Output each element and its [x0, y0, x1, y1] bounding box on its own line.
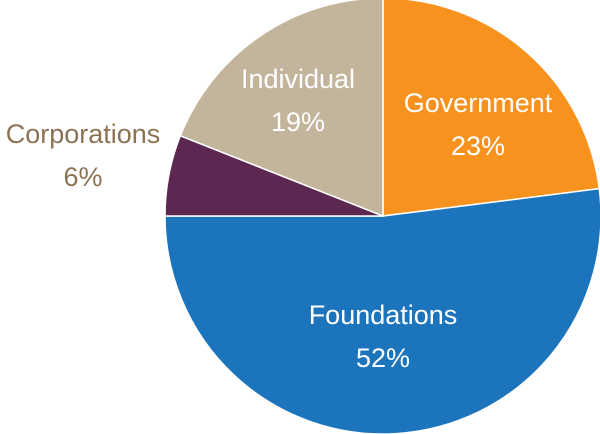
slice-individual	[179, 0, 384, 218]
slice-government	[382, 0, 600, 217]
slice-value-individual: 19%	[271, 107, 325, 137]
slice-label-government: Government	[404, 88, 553, 118]
pie-labels: Government 23% Foundations 52% Corporations 6…	[6, 64, 553, 373]
slice-label-foundations: Foundations	[309, 300, 458, 330]
slice-value-foundations: 52%	[356, 343, 410, 373]
slice-value-corporations: 6%	[63, 162, 102, 192]
slice-label-corporations: Corporations	[6, 119, 161, 149]
slice-value-government: 23%	[451, 131, 505, 161]
slice-label-individual: Individual	[241, 64, 355, 94]
pie-slices	[164, 0, 600, 434]
